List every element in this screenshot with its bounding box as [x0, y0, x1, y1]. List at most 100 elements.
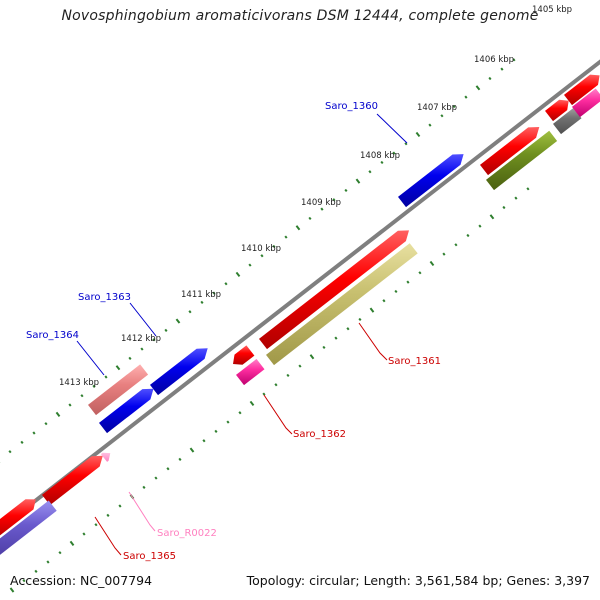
- label-leaders: [76, 113, 408, 556]
- scale-tick: [355, 178, 361, 184]
- gene-saro-r0022[interactable]: [100, 452, 111, 462]
- gene-label-saro-1362[interactable]: Saro_1362: [293, 429, 346, 440]
- scale-tick: [478, 224, 482, 228]
- gene-label-saro-1363[interactable]: Saro_1363: [78, 292, 131, 303]
- gene-label-saro-1361[interactable]: Saro_1361: [388, 356, 441, 367]
- scale-tick: [272, 244, 276, 249]
- gene-saro-1360[interactable]: [398, 154, 464, 208]
- scale-tick: [44, 422, 48, 426]
- scale-tick: [82, 532, 86, 536]
- scale-tick: [128, 356, 132, 360]
- scale-tick: [322, 345, 326, 350]
- gene-label-saro-1364[interactable]: Saro_1364: [26, 330, 79, 341]
- leader-saro-r0022: [128, 491, 156, 532]
- leader-saro-1365: [94, 516, 122, 556]
- gene-saro-1361-red[interactable]: [259, 230, 409, 350]
- gene-purple[interactable]: [0, 500, 57, 562]
- gene-red-1359a[interactable]: [480, 127, 540, 176]
- gene-saro-1361-khaki[interactable]: [266, 243, 418, 366]
- scale-tick: [286, 373, 290, 378]
- scale-tick: [200, 300, 204, 304]
- scale-tick: [260, 254, 264, 258]
- gene-magenta-top[interactable]: [572, 88, 600, 118]
- scale-tick: [154, 476, 158, 480]
- scale-label: 1409 kbp: [301, 198, 341, 208]
- scale-tick: [32, 431, 36, 435]
- scale-tick: [309, 354, 315, 360]
- scale-tick: [334, 336, 338, 340]
- scale-tick: [152, 338, 156, 342]
- scale-tick: [248, 263, 252, 267]
- scale-tick: [406, 280, 410, 284]
- scale-tick: [415, 131, 421, 138]
- scale-tick: [235, 271, 241, 277]
- gene-olive[interactable]: [486, 130, 558, 191]
- scale-tick: [175, 318, 181, 324]
- scale-ticks: [0, 58, 530, 593]
- scale-tick: [115, 365, 121, 371]
- scale-tick: [308, 216, 312, 221]
- scale-tick: [440, 114, 444, 118]
- gene-grey[interactable]: [553, 107, 582, 135]
- gene-label-saro-1360[interactable]: Saro_1360: [325, 101, 378, 112]
- genome-summary-text: Topology: circular; Length: 3,561,584 bp…: [246, 573, 590, 588]
- scale-tick: [55, 411, 61, 417]
- leader-saro-1361: [358, 322, 388, 361]
- scale-tick: [104, 375, 108, 379]
- gene-red-1365a[interactable]: [42, 455, 103, 506]
- gene-features: [0, 74, 600, 562]
- scale-tick: [189, 447, 195, 453]
- scale-tick: [344, 188, 348, 193]
- scale-tick: [262, 392, 266, 396]
- gene-label-saro-r0022[interactable]: Saro_R0022: [157, 528, 217, 539]
- accession-text: Accession: NC_007794: [10, 573, 153, 588]
- scale-label: 1410 kbp: [241, 244, 281, 254]
- scale-tick: [69, 540, 75, 546]
- scale-tick: [8, 450, 12, 454]
- leader-saro-1363: [129, 302, 157, 337]
- scale-tick: [140, 347, 144, 351]
- scale-tick: [358, 317, 362, 322]
- gene-red-1357[interactable]: [564, 74, 600, 106]
- scale-label: 1411 kbp: [181, 290, 221, 300]
- scale-tick: [214, 429, 218, 433]
- gene-label-saro-1365[interactable]: Saro_1365: [123, 551, 176, 562]
- page-title: Novosphingobium aromaticivorans DSM 1244…: [61, 8, 539, 24]
- scale-tick: [106, 513, 110, 517]
- scale-tick: [22, 579, 26, 583]
- leader-saro-1364: [76, 340, 105, 376]
- scale-tick: [80, 394, 84, 398]
- scale-label: 1413 kbp: [59, 378, 99, 388]
- scale-label: 1406 kbp: [474, 55, 514, 65]
- scale-tick: [94, 523, 98, 527]
- gene-saro-1364-pseudo[interactable]: [88, 364, 149, 416]
- gene-saro-1364[interactable]: [99, 388, 154, 434]
- scale-tick: [526, 187, 530, 191]
- scale-tick: [188, 310, 192, 314]
- scale-tick: [178, 457, 182, 461]
- scale-tick: [34, 569, 38, 573]
- gene-saro-1363[interactable]: [150, 348, 208, 396]
- scale-tick: [46, 560, 50, 564]
- scale-tick: [118, 504, 122, 508]
- scale-tick: [320, 207, 324, 211]
- scale-tick: [9, 587, 15, 593]
- scale-label: 1412 kbp: [121, 334, 161, 344]
- scale-tick: [380, 160, 384, 165]
- scale-tick: [502, 205, 506, 210]
- gene-small-red[interactable]: [233, 345, 255, 365]
- gene-red-1366[interactable]: [0, 499, 36, 540]
- scale-tick: [404, 142, 408, 146]
- gene-saro-1362[interactable]: [236, 358, 265, 386]
- scale-tick: [68, 403, 72, 407]
- scale-tick: [20, 440, 24, 444]
- scale-tick: [369, 307, 375, 313]
- scale-tick: [164, 328, 168, 332]
- scale-tick: [475, 85, 481, 91]
- scale-label: 1407 kbp: [417, 103, 457, 113]
- scale-tick: [429, 260, 435, 267]
- scale-tick: [142, 485, 146, 489]
- gene-red-1358[interactable]: [545, 99, 569, 122]
- scale-tick: [418, 271, 422, 275]
- scale-tick: [284, 235, 288, 239]
